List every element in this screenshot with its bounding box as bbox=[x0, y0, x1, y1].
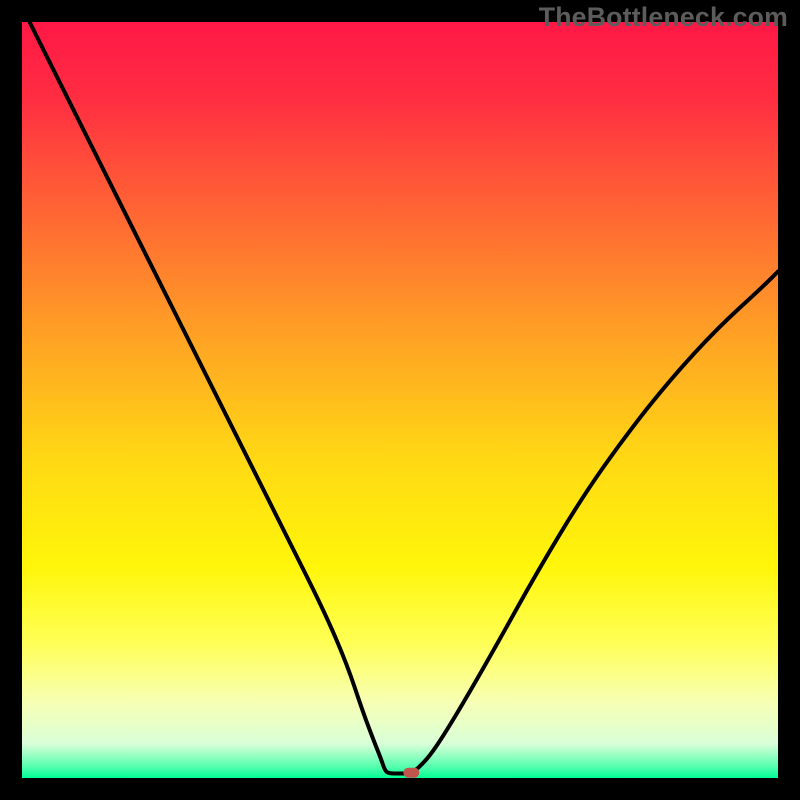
bottleneck-chart bbox=[0, 0, 800, 800]
watermark-text: TheBottleneck.com bbox=[539, 2, 788, 33]
optimum-marker bbox=[403, 768, 419, 778]
chart-container: TheBottleneck.com bbox=[0, 0, 800, 800]
plot-background-gradient bbox=[22, 22, 778, 778]
